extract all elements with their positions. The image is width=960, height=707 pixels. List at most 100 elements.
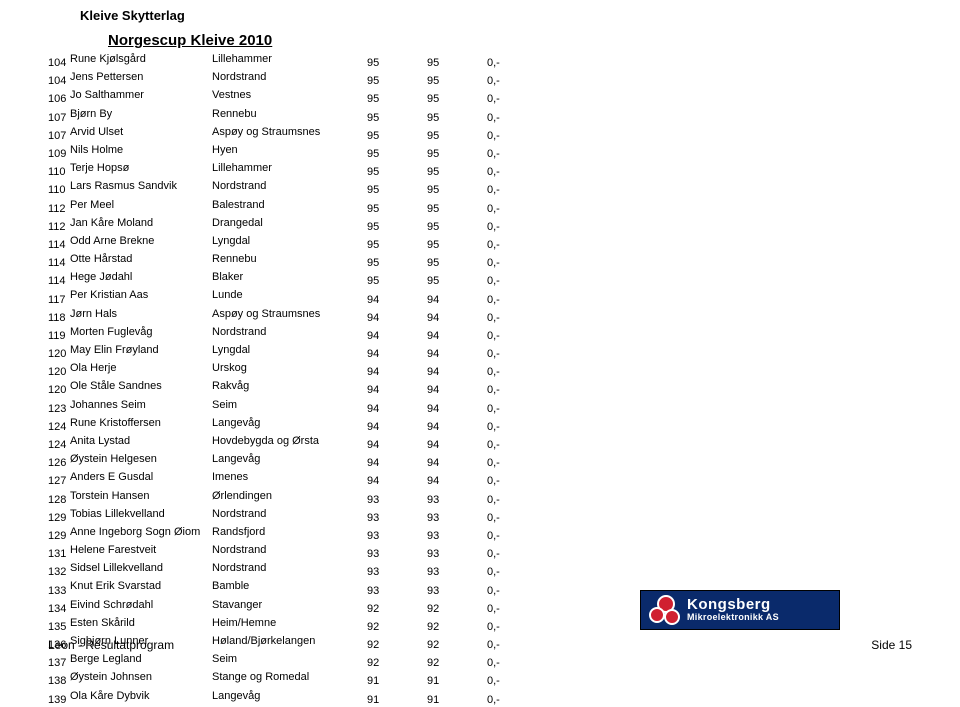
cell-club: Langevåg [212,416,367,430]
cell-name: Arvid Ulset [70,125,212,139]
cell-rank: 129 [48,511,70,525]
cell-score3: 0,- [487,220,527,234]
cell-name: Helene Farestveit [70,543,212,557]
cell-name: Knut Erik Svarstad [70,579,212,593]
cell-club: Ørlendingen [212,489,367,503]
cell-score1: 94 [367,456,427,470]
cell-score2: 93 [427,511,487,525]
cell-club: Nordstrand [212,179,367,193]
cell-name: Morten Fuglevåg [70,325,212,339]
cell-score2: 95 [427,220,487,234]
table-row: 120May Elin FrøylandLyngdal94940,- [48,343,527,361]
cell-score3: 0,- [487,238,527,252]
cell-name: Eivind Schrødahl [70,598,212,612]
cell-score3: 0,- [487,620,527,634]
cell-score3: 0,- [487,383,527,397]
cell-score1: 94 [367,438,427,452]
cell-score2: 94 [427,456,487,470]
cell-rank: 114 [48,256,70,270]
table-row: 138Øystein JohnsenStange og Romedal91910… [48,670,527,688]
cell-name: Jens Pettersen [70,70,212,84]
cell-name: Anders E Gusdal [70,470,212,484]
cell-score1: 91 [367,674,427,688]
cell-score2: 95 [427,129,487,143]
cell-score3: 0,- [487,147,527,161]
cell-score2: 95 [427,274,487,288]
table-row: 114Hege JødahlBlaker95950,- [48,270,527,288]
cell-score3: 0,- [487,674,527,688]
table-row: 109Nils HolmeHyen95950,- [48,143,527,161]
cell-club: Randsfjord [212,525,367,539]
cell-club: Stavanger [212,598,367,612]
cell-score2: 95 [427,74,487,88]
cell-score1: 93 [367,529,427,543]
cell-club: Lillehammer [212,161,367,175]
table-row: 110Lars Rasmus SandvikNordstrand95950,- [48,179,527,197]
table-row: 132Sidsel LillekvellandNordstrand93930,- [48,561,527,579]
table-row: 107Arvid UlsetAspøy og Straumsnes95950,- [48,125,527,143]
cell-score2: 94 [427,438,487,452]
cell-score1: 95 [367,220,427,234]
cell-score3: 0,- [487,693,527,707]
cell-rank: 107 [48,111,70,125]
cell-score2: 94 [427,402,487,416]
cell-rank: 120 [48,365,70,379]
cell-score2: 95 [427,238,487,252]
cell-name: Torstein Hansen [70,489,212,503]
cell-rank: 138 [48,674,70,688]
cell-name: Tobias Lillekvelland [70,507,212,521]
cell-rank: 127 [48,474,70,488]
cell-rank: 124 [48,438,70,452]
cell-club: Aspøy og Straumsnes [212,125,367,139]
table-row: 120Ola HerjeUrskog94940,- [48,361,527,379]
cell-name: Jo Salthammer [70,88,212,102]
cell-score3: 0,- [487,56,527,70]
sponsor-logo: Kongsberg Mikroelektronikk AS [640,590,840,630]
cell-score2: 92 [427,620,487,634]
cell-score1: 94 [367,311,427,325]
cell-name: Hege Jødahl [70,270,212,284]
cell-club: Stange og Romedal [212,670,367,684]
cell-club: Lillehammer [212,52,367,66]
cell-score2: 92 [427,602,487,616]
cell-score1: 95 [367,165,427,179]
cell-score1: 94 [367,365,427,379]
footer-right: Side 15 [871,638,912,652]
cell-score1: 94 [367,402,427,416]
cell-rank: 120 [48,383,70,397]
cell-name: Terje Hopsø [70,161,212,175]
cell-name: Esten Skårild [70,616,212,630]
cell-rank: 109 [48,147,70,161]
cell-club: Aspøy og Straumsnes [212,307,367,321]
cell-rank: 114 [48,274,70,288]
cell-rank: 135 [48,620,70,634]
cell-club: Seim [212,652,367,666]
table-row: 139Ola Kåre DybvikLangevåg91910,- [48,689,527,707]
cell-score3: 0,- [487,565,527,579]
cell-rank: 107 [48,129,70,143]
cell-club: Blaker [212,270,367,284]
cell-rank: 110 [48,183,70,197]
cell-club: Hyen [212,143,367,157]
cell-score2: 94 [427,383,487,397]
table-row: 107Bjørn ByRennebu95950,- [48,107,527,125]
cell-club: Lyngdal [212,343,367,357]
cell-score1: 94 [367,383,427,397]
cell-rank: 104 [48,56,70,70]
cell-score1: 95 [367,183,427,197]
cell-score3: 0,- [487,111,527,125]
cell-rank: 129 [48,529,70,543]
cell-name: Bjørn By [70,107,212,121]
cell-club: Seim [212,398,367,412]
cell-score2: 93 [427,529,487,543]
cell-score2: 93 [427,547,487,561]
cell-club: Imenes [212,470,367,484]
cell-name: Rune Kjølsgård [70,52,212,66]
cell-club: Heim/Hemne [212,616,367,630]
table-row: 129Anne Ingeborg Sogn ØiomRandsfjord9393… [48,525,527,543]
cell-name: Øystein Helgesen [70,452,212,466]
table-row: 128Torstein HansenØrlendingen93930,- [48,489,527,507]
table-row: 131Helene FarestveitNordstrand93930,- [48,543,527,561]
cell-club: Nordstrand [212,561,367,575]
cell-score3: 0,- [487,129,527,143]
